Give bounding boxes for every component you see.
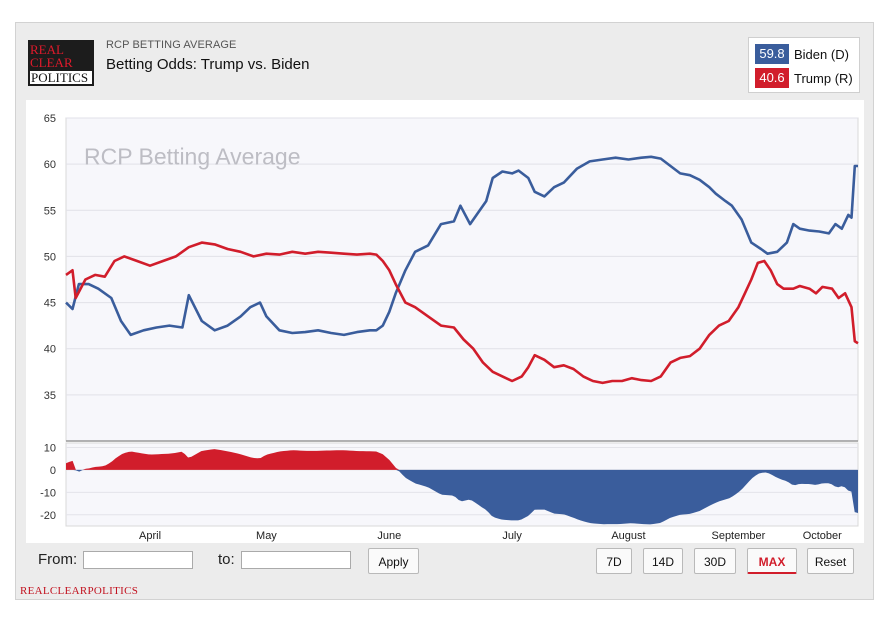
- y-tick-label: 65: [44, 113, 56, 125]
- legend-value-biden: 59.8: [755, 44, 789, 64]
- y-tick-label: 35: [44, 390, 56, 402]
- legend-name-biden: Biden (D): [794, 46, 849, 62]
- rcp-logo: REAL CLEAR POLITICS: [28, 40, 94, 86]
- plot-area: 35 40 45 50 55 60 65 RCP Betting Average 10 0 -10 -…: [26, 100, 864, 543]
- logo-line-1: REAL: [30, 42, 64, 57]
- x-month-label: July: [502, 530, 522, 542]
- legend-item-biden: 59.8 Biden (D): [755, 44, 849, 64]
- legend-value-trump: 40.6: [755, 68, 789, 88]
- y-tick-label: 60: [44, 159, 56, 171]
- series-line-biden: [65, 155, 858, 337]
- main-plot-background: [65, 117, 859, 442]
- x-month-label: May: [256, 530, 277, 542]
- logo-line-2: CLEAR: [30, 55, 73, 70]
- chart-title: Betting Odds: Trump vs. Biden: [106, 56, 310, 73]
- range-14d-button[interactable]: 14D: [643, 548, 683, 574]
- series-line-trump: [65, 241, 859, 385]
- spread-tick-label: -20: [40, 510, 56, 522]
- chart-header: REAL CLEAR POLITICS RCP BETTING AVERAGE …: [26, 33, 864, 103]
- x-month-label: September: [711, 530, 765, 542]
- spread-area-trump-lead: [66, 449, 858, 470]
- y-tick-label: 50: [44, 251, 56, 263]
- range-30d-button[interactable]: 30D: [694, 548, 736, 574]
- range-7d-button[interactable]: 7D: [596, 548, 632, 574]
- legend-name-trump: Trump (R): [794, 70, 853, 86]
- x-month-label: August: [611, 530, 645, 542]
- range-max-button[interactable]: MAX: [747, 548, 797, 574]
- to-label: to:: [218, 551, 235, 568]
- spread-tick-label: -10: [40, 487, 56, 499]
- from-label: From:: [38, 551, 78, 568]
- date-controls: From: to: Apply 7D 14D 30D MAX Reset: [26, 545, 864, 579]
- legend: 59.8 Biden (D) 40.6 Trump (R): [748, 37, 860, 93]
- to-date-input[interactable]: [241, 551, 351, 569]
- spread-area-biden-lead: [66, 469, 858, 525]
- x-month-label: June: [377, 530, 401, 542]
- x-month-label: April: [139, 530, 161, 542]
- legend-item-trump: 40.6 Trump (R): [755, 68, 853, 88]
- from-date-input[interactable]: [83, 551, 193, 569]
- chart-eyebrow: RCP BETTING AVERAGE: [106, 39, 237, 51]
- y-tick-label: 55: [44, 205, 56, 217]
- spread-tick-label: 10: [44, 442, 56, 454]
- spread-tick-label: 0: [50, 465, 56, 477]
- footer-brand: REALCLEARPOLITICS: [20, 585, 139, 597]
- chart-watermark: RCP Betting Average: [84, 144, 301, 170]
- logo-line-3: POLITICS: [30, 71, 92, 84]
- y-tick-label: 45: [44, 298, 56, 310]
- apply-button[interactable]: Apply: [368, 548, 419, 574]
- y-tick-label: 40: [44, 344, 56, 356]
- widget-frame: REAL CLEAR POLITICS RCP BETTING AVERAGE …: [15, 22, 874, 600]
- reset-button[interactable]: Reset: [807, 548, 854, 574]
- chart-svg: 35 40 45 50 55 60 65 RCP Betting Average 10 0 -10 -…: [40, 113, 859, 542]
- x-month-label: October: [803, 530, 842, 542]
